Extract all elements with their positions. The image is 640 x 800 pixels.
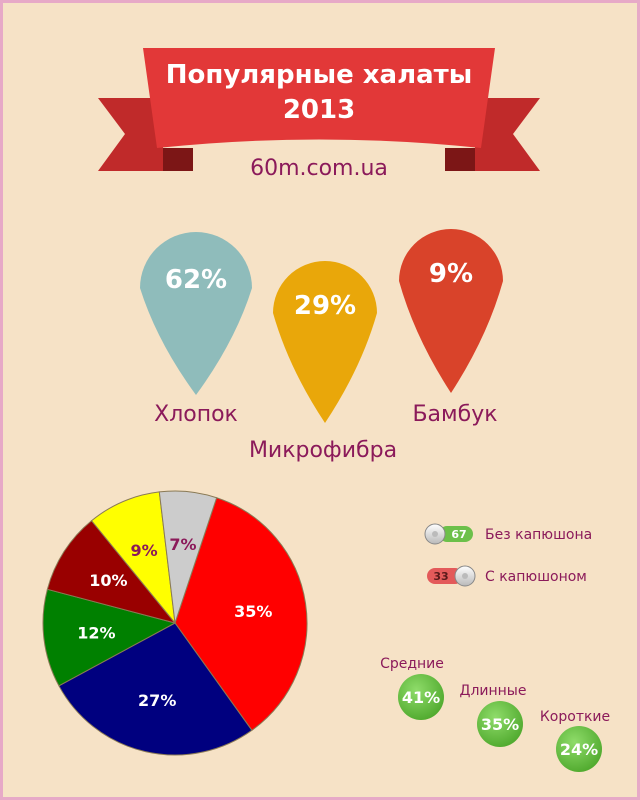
infographic-canvas: Популярные халаты 2013 60m.com.ua 62% Хло… <box>42 48 610 772</box>
bubble <box>477 701 523 747</box>
title-line2: 2013 <box>283 95 355 125</box>
pin-marker <box>140 232 252 395</box>
pie-slice <box>46 520 177 624</box>
pie-slice-label: 12% <box>77 623 115 642</box>
title-line1: Популярные халаты <box>166 60 473 90</box>
bubble-category-label: Короткие <box>540 709 610 725</box>
pin-marker <box>273 261 377 423</box>
title-ribbon <box>98 48 540 171</box>
pin-marker <box>399 229 503 393</box>
bubble <box>398 674 444 720</box>
bubble-category-label: Средние <box>380 656 444 672</box>
bubble-value-label: 41% <box>402 688 440 707</box>
pin-value-label: 29% <box>294 291 356 321</box>
site-url: 60m.com.ua <box>250 156 388 181</box>
length-bubbles: Средние 41% Длинные 35% Короткие 24% <box>380 656 610 772</box>
toggle-value: 67 <box>451 528 466 541</box>
pie-slice-label: 27% <box>138 691 176 710</box>
pie-slice-label: 10% <box>89 571 127 590</box>
bubble <box>556 726 602 772</box>
pie-slice <box>42 588 177 687</box>
toggle-label: С капюшоном <box>485 569 587 585</box>
hood-toggles: 67 Без капюшона 33 С капюшоном <box>424 523 592 587</box>
bubble-category-label: Длинные <box>460 683 527 699</box>
pie-slice-label: 7% <box>169 535 196 554</box>
toggle-switch: 67 Без капюшона <box>424 523 592 545</box>
pie-slice-label: 9% <box>130 541 157 560</box>
pin-category-label: Хлопок <box>154 402 238 427</box>
toggle-switch: 33 С капюшоном <box>427 565 587 587</box>
pie-chart: 35% 27% 12% 10%9% 7% <box>42 490 308 756</box>
pie-slice-label: 35% <box>234 602 272 621</box>
pin-chart: 62% Хлопок 29% Микрофибра 9% Бамбук <box>140 229 503 463</box>
pie-slice <box>58 622 253 756</box>
pin-category-label: Бамбук <box>412 402 497 427</box>
toggle-value: 33 <box>433 570 448 583</box>
toggle-label: Без капюшона <box>485 527 592 543</box>
pin-category-label: Микрофибра <box>249 438 397 463</box>
pin-value-label: 9% <box>429 259 473 289</box>
pie-slice <box>158 490 218 624</box>
bubble-value-label: 35% <box>481 715 519 734</box>
pie-slice <box>174 497 308 732</box>
bubble-value-label: 24% <box>560 740 598 759</box>
pin-value-label: 62% <box>165 265 227 295</box>
